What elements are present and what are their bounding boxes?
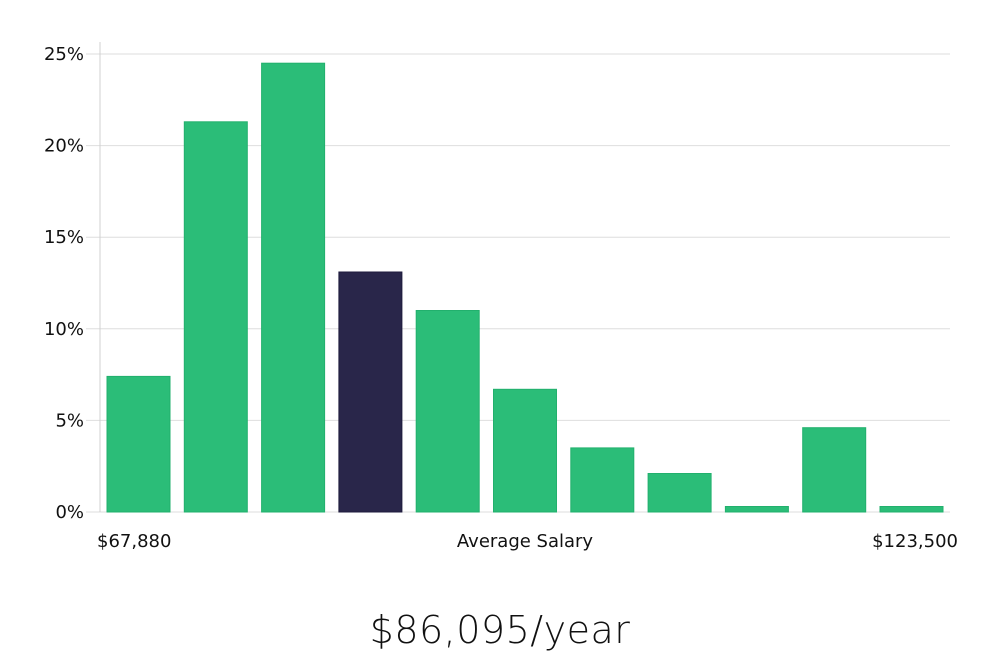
y-tick-label: 5% xyxy=(55,410,84,431)
bar xyxy=(724,506,789,513)
y-tick-label: 25% xyxy=(44,44,84,65)
salary-histogram: 0%5%10%15%20%25% $67,880 Average Salary … xyxy=(44,42,958,552)
bar xyxy=(570,447,635,513)
bars xyxy=(106,62,944,513)
bar xyxy=(183,121,248,513)
y-axis-ticks: 0% 5% 10% 15% 20% 25% xyxy=(44,44,84,523)
y-tick-label: 15% xyxy=(44,227,84,248)
bar xyxy=(415,310,480,513)
bar xyxy=(106,375,171,513)
y-tick-label: 20% xyxy=(44,136,84,157)
bar xyxy=(493,388,557,513)
y-tick-label: 10% xyxy=(44,319,84,340)
x-center-label: Average Salary xyxy=(457,531,594,552)
bar xyxy=(647,473,712,513)
bar xyxy=(879,506,944,513)
bar-highlighted xyxy=(338,271,403,513)
x-min-label: $67,880 xyxy=(97,531,171,552)
y-tick-label: 0% xyxy=(55,502,84,523)
x-max-label: $123,500 xyxy=(872,531,958,552)
bar xyxy=(802,427,867,513)
average-salary-headline: $86,095/year xyxy=(369,608,631,652)
bar xyxy=(261,62,326,513)
